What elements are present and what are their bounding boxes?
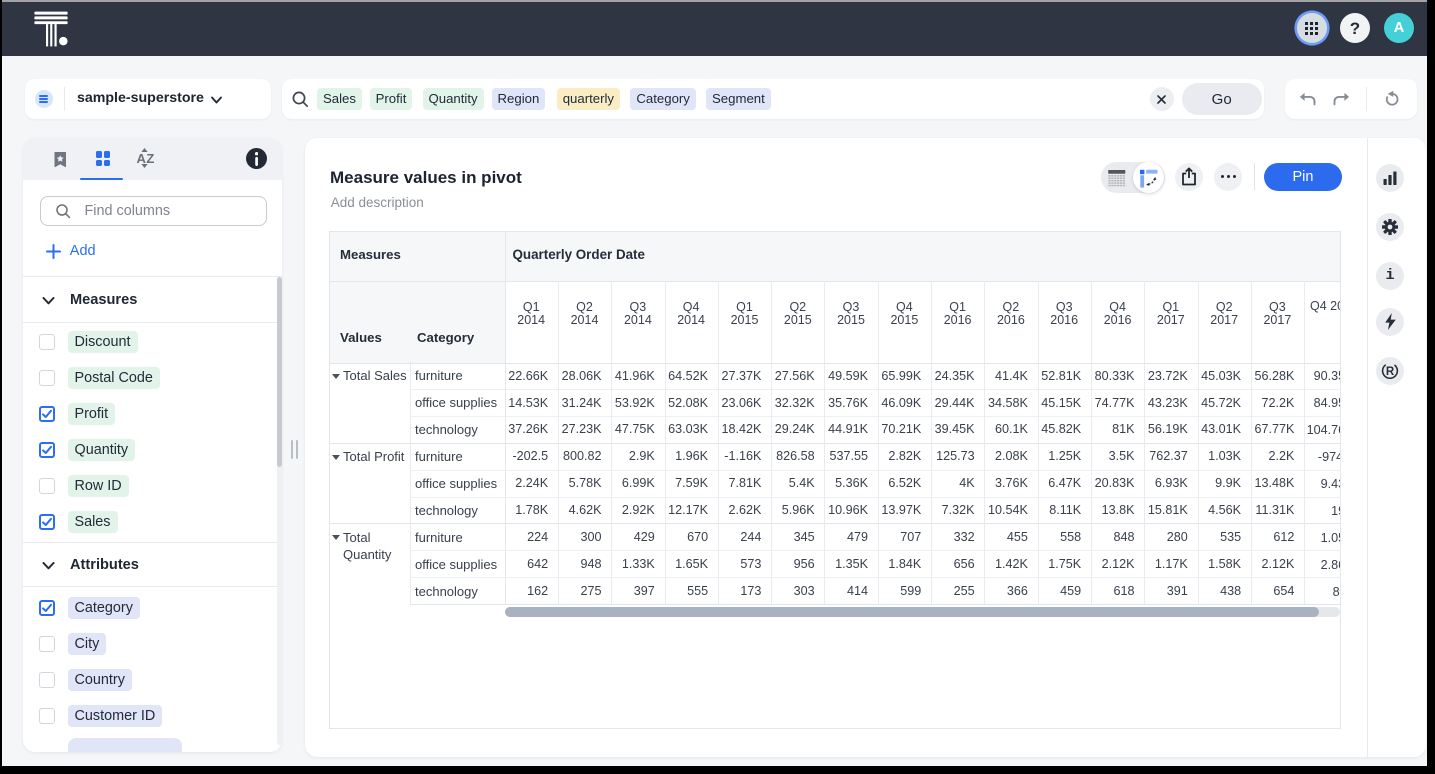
svg-text:R: R [1386,366,1395,378]
